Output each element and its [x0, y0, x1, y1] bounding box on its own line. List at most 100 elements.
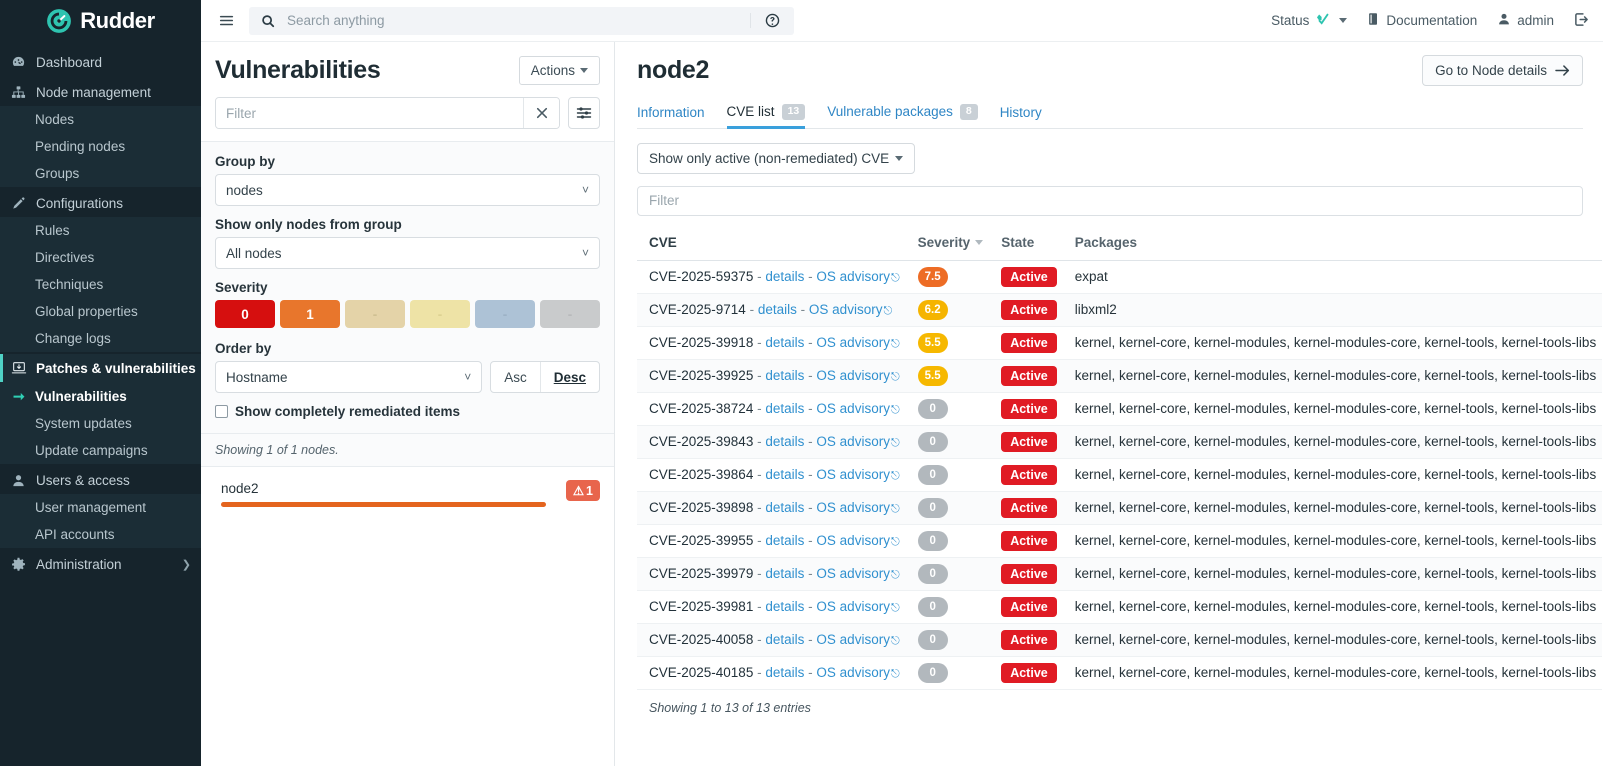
- sidebar-item-patches-vulnerabilities[interactable]: Patches & vulnerabilities: [0, 354, 201, 382]
- group-by-select[interactable]: nodes ˅: [215, 174, 600, 206]
- search-bar[interactable]: [249, 6, 794, 35]
- cve-os-advisory-link[interactable]: OS advisory: [816, 433, 890, 449]
- cell-cve: CVE-2025-40058 - details - OS advisory⎋: [637, 623, 906, 657]
- cve-details-link[interactable]: details: [765, 400, 805, 416]
- severity-filter-box-5[interactable]: -: [540, 300, 600, 328]
- sidebar-item-users-access[interactable]: Users & access: [0, 466, 201, 494]
- cve-os-advisory-link[interactable]: OS advisory: [816, 664, 890, 680]
- sidebar-item-dashboard[interactable]: Dashboard: [0, 48, 201, 76]
- cve-details-link[interactable]: details: [765, 433, 805, 449]
- column-header-cve[interactable]: CVE: [637, 225, 906, 261]
- node-list-item[interactable]: node2 ⚠ 1: [201, 473, 614, 518]
- sidebar-item-node-management[interactable]: Node management: [0, 78, 201, 106]
- sidebar-item-global-properties[interactable]: Global properties: [0, 298, 201, 325]
- filter-input[interactable]: [216, 98, 523, 128]
- cve-os-advisory-link[interactable]: OS advisory: [816, 565, 890, 581]
- column-header-packages[interactable]: Packages: [1062, 225, 1603, 261]
- question-circle-icon[interactable]: [750, 13, 794, 28]
- tab-cve-list[interactable]: CVE list 13: [716, 100, 817, 129]
- external-link-icon: ⎋: [890, 370, 900, 383]
- cve-details-link[interactable]: details: [765, 598, 805, 614]
- cve-os-advisory-link[interactable]: OS advisory: [816, 268, 890, 284]
- cell-severity: 5.5: [905, 326, 990, 360]
- sidebar-item-techniques[interactable]: Techniques: [0, 271, 201, 298]
- column-header-state[interactable]: State: [989, 225, 1063, 261]
- sidebar-item-configurations[interactable]: Configurations: [0, 189, 201, 217]
- status-menu[interactable]: Status: [1271, 12, 1348, 30]
- cell-packages: libxml2: [1062, 293, 1603, 327]
- cve-os-advisory-link[interactable]: OS advisory: [816, 499, 890, 515]
- sort-asc-button[interactable]: Asc: [504, 369, 527, 385]
- cve-state-filter-button[interactable]: Show only active (non-remediated) CVE: [637, 142, 916, 174]
- cve-os-advisory-link[interactable]: OS advisory: [816, 598, 890, 614]
- order-by-select[interactable]: Hostname ˅: [215, 361, 483, 393]
- sidebar-item-label: Nodes: [35, 112, 75, 127]
- sidebar-item-pending-nodes[interactable]: Pending nodes: [0, 133, 201, 160]
- logout-icon: [1574, 12, 1589, 30]
- cve-details-link[interactable]: details: [765, 664, 805, 680]
- external-link-icon: ⎋: [890, 469, 900, 482]
- status-badge: Active: [1001, 596, 1057, 617]
- cve-details-link[interactable]: details: [765, 466, 805, 482]
- cve-details-link[interactable]: details: [765, 532, 805, 548]
- sidebar-item-change-logs[interactable]: Change logs: [0, 325, 201, 352]
- severity-filter-box-3[interactable]: -: [410, 300, 470, 328]
- cve-table-filter-input[interactable]: [637, 185, 1583, 216]
- cell-severity: 0: [905, 458, 990, 492]
- severity-filter-box-4[interactable]: -: [475, 300, 535, 328]
- severity-filter-box-0[interactable]: 0: [215, 300, 275, 328]
- cve-os-advisory-link[interactable]: OS advisory: [808, 301, 883, 317]
- cve-os-advisory-link[interactable]: OS advisory: [816, 334, 890, 350]
- sidebar-item-api-accounts[interactable]: API accounts: [0, 521, 201, 548]
- cve-details-link[interactable]: details: [765, 268, 805, 284]
- sidebar-item-groups[interactable]: Groups: [0, 160, 201, 187]
- sidebar-item-directives[interactable]: Directives: [0, 244, 201, 271]
- show-remediated-checkbox-row[interactable]: Show completely remediated items: [215, 404, 600, 419]
- actions-button[interactable]: Actions: [518, 56, 600, 85]
- sort-desc-button[interactable]: Desc: [539, 362, 599, 392]
- group-filter-select[interactable]: All nodes ˅: [215, 237, 600, 269]
- clear-filter-button[interactable]: [523, 98, 559, 128]
- cve-details-link[interactable]: details: [765, 565, 805, 581]
- cve-os-advisory-link[interactable]: OS advisory: [816, 532, 890, 548]
- show-remediated-checkbox[interactable]: [215, 405, 228, 418]
- table-row: CVE-2025-9714 - details - OS advisory⎋ 6.…: [637, 293, 1603, 327]
- cve-os-advisory-link[interactable]: OS advisory: [816, 466, 890, 482]
- separator: -: [800, 301, 806, 317]
- sidebar-item-administration[interactable]: Administration ❯: [0, 550, 201, 578]
- cve-details-link[interactable]: details: [757, 301, 797, 317]
- search-input[interactable]: [287, 13, 750, 28]
- hamburger-icon[interactable]: [211, 6, 241, 36]
- sidebar-item-label: Pending nodes: [35, 139, 126, 154]
- column-header-severity[interactable]: Severity: [905, 225, 990, 261]
- sidebar-item-rules[interactable]: Rules: [0, 217, 201, 244]
- severity-filter-box-2[interactable]: -: [345, 300, 405, 328]
- cve-details-link[interactable]: details: [765, 631, 805, 647]
- status-badge: Active: [1001, 497, 1057, 518]
- sidebar-item-vulnerabilities[interactable]: ➞ Vulnerabilities: [0, 382, 201, 410]
- user-menu[interactable]: admin: [1497, 12, 1554, 29]
- filter-settings-button[interactable]: [568, 97, 600, 129]
- logout-button[interactable]: [1574, 12, 1589, 30]
- cve-os-advisory-link[interactable]: OS advisory: [816, 367, 890, 383]
- cve-details-link[interactable]: details: [765, 334, 805, 350]
- severity-filter-box-1[interactable]: 1: [280, 300, 340, 328]
- tab-information[interactable]: Information: [637, 101, 716, 128]
- sidebar-nav: Dashboard Node management Nodes Pending …: [0, 42, 201, 766]
- cve-os-advisory-link[interactable]: OS advisory: [816, 631, 890, 647]
- sidebar-item-nodes[interactable]: Nodes: [0, 106, 201, 133]
- external-link-icon: ⎋: [890, 271, 900, 284]
- brand[interactable]: Rudder: [0, 0, 201, 42]
- sidebar-item-user-management[interactable]: User management: [0, 494, 201, 521]
- cve-details-link[interactable]: details: [765, 367, 805, 383]
- go-to-node-details-button[interactable]: Go to Node details: [1422, 55, 1583, 86]
- cve-details-link[interactable]: details: [765, 499, 805, 515]
- tab-history[interactable]: History: [989, 101, 1053, 128]
- documentation-link[interactable]: Documentation: [1367, 12, 1477, 29]
- cve-id: CVE-2025-9714: [649, 301, 746, 317]
- cve-os-advisory-link[interactable]: OS advisory: [816, 400, 890, 416]
- cell-cve: CVE-2025-39925 - details - OS advisory⎋: [637, 359, 906, 393]
- tab-vulnerable-packages[interactable]: Vulnerable packages 8: [816, 100, 988, 128]
- sidebar-item-system-updates[interactable]: System updates: [0, 410, 201, 437]
- sidebar-item-update-campaigns[interactable]: Update campaigns: [0, 437, 201, 464]
